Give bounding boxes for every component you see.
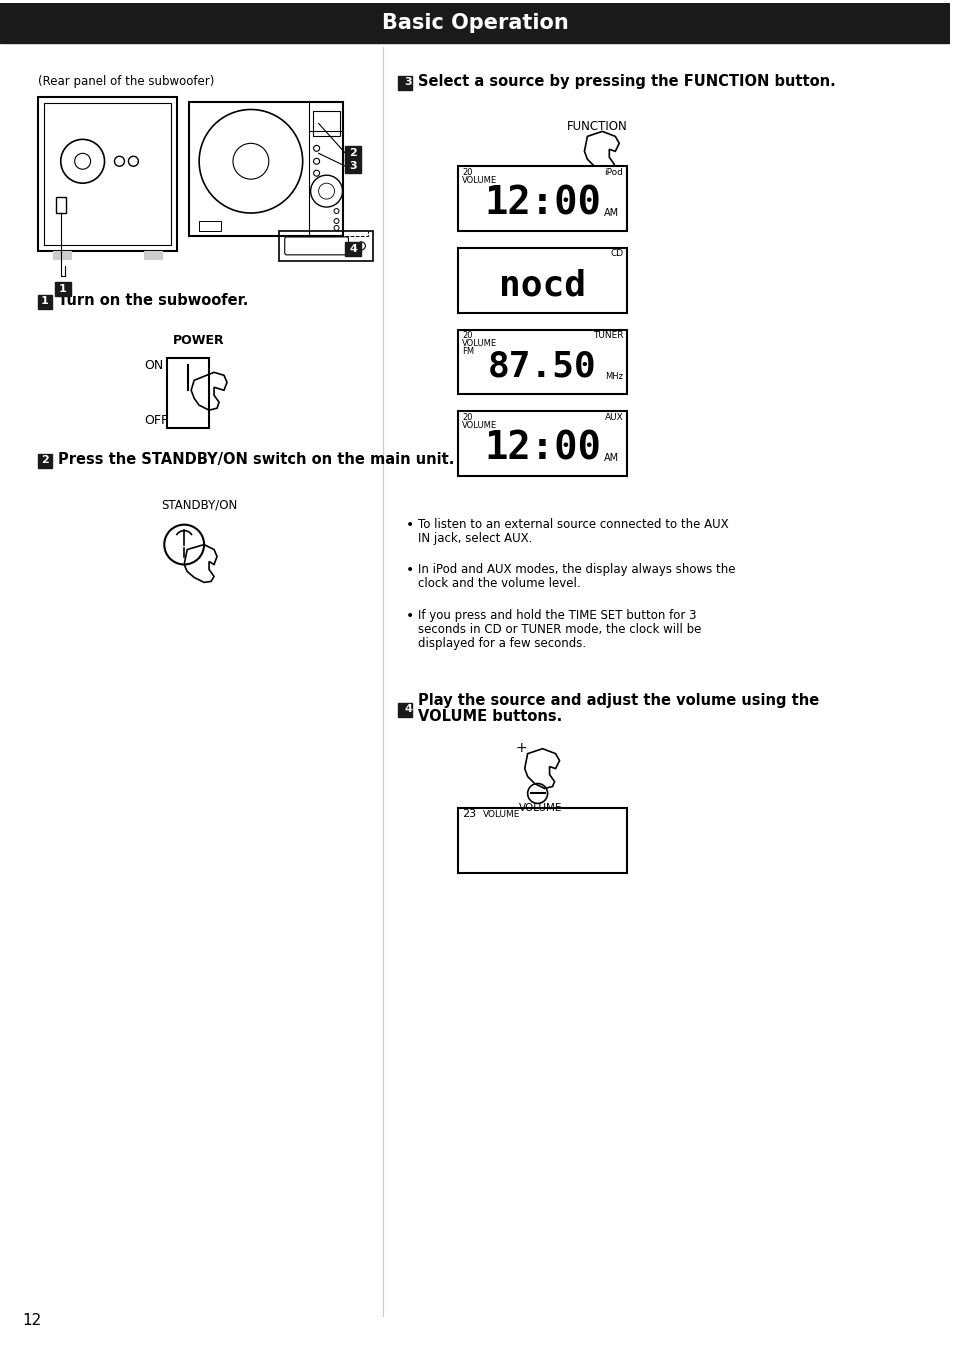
Bar (38, 294, 51, 309)
Text: CD: CD (610, 250, 622, 259)
Bar (189, 101, 343, 236)
Bar (457, 248, 626, 313)
Bar (457, 166, 626, 231)
Text: VOLUME: VOLUME (482, 809, 519, 819)
Text: In iPod and AUX modes, the display always shows the: In iPod and AUX modes, the display alway… (417, 564, 735, 576)
Bar (38, 455, 51, 468)
Text: 2: 2 (349, 148, 357, 158)
Text: clock and the volume level.: clock and the volume level. (417, 577, 580, 591)
Text: 1: 1 (59, 283, 67, 294)
Text: Select a source by pressing the FUNCTION button.: Select a source by pressing the FUNCTION… (417, 74, 835, 89)
Text: Press the STANDBY/ON switch on the main unit.: Press the STANDBY/ON switch on the main … (58, 452, 454, 468)
Text: To listen to an external source connected to the AUX: To listen to an external source connecte… (417, 518, 728, 530)
Text: seconds in CD or TUNER mode, the clock will be: seconds in CD or TUNER mode, the clock w… (417, 623, 700, 637)
Bar (278, 231, 373, 260)
Bar (44, 103, 172, 246)
Text: 12: 12 (22, 1313, 41, 1329)
Text: 12:00: 12:00 (484, 429, 600, 468)
Text: VOLUME: VOLUME (461, 421, 497, 429)
Text: 3: 3 (404, 77, 412, 86)
Bar (55, 197, 66, 213)
Text: Play the source and adjust the volume using the: Play the source and adjust the volume us… (417, 693, 819, 708)
Bar (52, 251, 71, 259)
Text: VOLUME: VOLUME (461, 339, 497, 348)
Text: IN jack, select AUX.: IN jack, select AUX. (417, 532, 532, 545)
Text: AUX: AUX (604, 413, 622, 422)
Text: VOLUME buttons.: VOLUME buttons. (417, 710, 562, 724)
Text: TUNER: TUNER (592, 331, 622, 340)
Bar (397, 703, 412, 716)
Text: 4: 4 (349, 244, 357, 254)
Text: FM: FM (461, 347, 474, 356)
Text: (Rear panel of the subwoofer): (Rear panel of the subwoofer) (38, 76, 214, 88)
Text: 20: 20 (461, 331, 472, 340)
Text: VOLUME: VOLUME (518, 804, 561, 813)
Text: AM: AM (603, 208, 618, 219)
Text: 23: 23 (461, 809, 476, 819)
Bar (457, 329, 626, 394)
Text: iPod: iPod (604, 167, 622, 177)
Text: Turn on the subwoofer.: Turn on the subwoofer. (58, 293, 248, 308)
Text: MHz: MHz (604, 372, 622, 380)
Bar (0, 3, 949, 43)
Text: 12:00: 12:00 (484, 185, 600, 223)
Bar (345, 159, 361, 173)
Text: •: • (406, 610, 414, 623)
Text: STANDBY/ON: STANDBY/ON (161, 498, 237, 511)
Text: 2: 2 (41, 455, 49, 465)
Text: Basic Operation: Basic Operation (381, 13, 568, 32)
Text: +: + (516, 741, 527, 754)
Bar (345, 146, 361, 161)
Text: 3: 3 (349, 162, 356, 171)
Text: 87.50: 87.50 (488, 349, 597, 384)
Text: AM: AM (603, 453, 618, 463)
Text: FUNCTION: FUNCTION (566, 120, 627, 134)
Text: ON: ON (144, 359, 164, 372)
Text: 20: 20 (461, 167, 472, 177)
Text: If you press and hold the TIME SET button for 3: If you press and hold the TIME SET butto… (417, 610, 696, 622)
Bar (144, 251, 162, 259)
Bar (457, 411, 626, 476)
Text: •: • (406, 564, 414, 577)
Text: •: • (406, 518, 414, 532)
Bar (457, 808, 626, 873)
Bar (397, 76, 412, 89)
Bar (199, 221, 221, 231)
Text: VOLUME: VOLUME (461, 175, 497, 185)
Text: nocd: nocd (498, 268, 585, 302)
Text: 4: 4 (404, 704, 412, 714)
Text: displayed for a few seconds.: displayed for a few seconds. (417, 637, 586, 650)
Text: 1: 1 (41, 295, 49, 306)
Bar (167, 359, 209, 428)
Bar (54, 282, 71, 295)
Text: 20: 20 (461, 413, 472, 422)
Text: POWER: POWER (173, 335, 225, 347)
Bar (313, 112, 340, 136)
Text: OFF: OFF (144, 414, 169, 426)
Bar (345, 241, 361, 256)
Bar (38, 97, 177, 251)
